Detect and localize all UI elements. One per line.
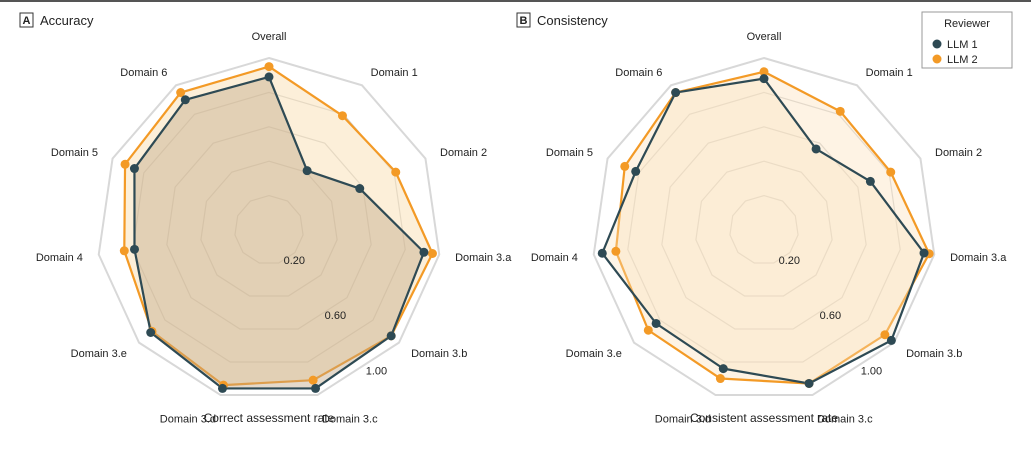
grid-ring-a-5 [97, 56, 441, 397]
point-b-llm2-8 [611, 246, 621, 256]
point-b-llm1-8 [597, 248, 607, 258]
point-a-llm1-5 [311, 383, 321, 393]
axis-label-b-4: Domain 3.b [906, 348, 962, 360]
axis-label-a-8: Domain 4 [36, 252, 83, 264]
point-b-llm1-9 [631, 166, 641, 176]
axis-label-a-4: Domain 3.b [411, 348, 467, 360]
point-a-llm1-9 [129, 164, 139, 174]
radial-tick-b-0: 0.20 [779, 255, 800, 267]
point-b-llm1-5 [804, 378, 814, 388]
axis-label-b-8: Domain 4 [531, 252, 578, 264]
axis-label-b-2: Domain 2 [935, 147, 982, 159]
radial-tick-a-1: 0.60 [325, 310, 346, 322]
panel-b-title: Consistency [537, 13, 608, 28]
axis-label-a-0: Overall [252, 31, 287, 43]
series-area-a-llm1 [133, 75, 426, 390]
axis-label-b-7: Domain 3.e [566, 348, 622, 360]
axis-label-a-9: Domain 5 [51, 147, 98, 159]
point-a-llm1-7 [146, 327, 156, 337]
axis-label-b-1: Domain 1 [866, 67, 913, 79]
legend-label-llm2: LLM 2 [947, 54, 978, 66]
point-a-llm2-8 [119, 246, 129, 256]
legend-label-llm1: LLM 1 [947, 39, 978, 51]
legend-marker-llm2 [932, 54, 942, 64]
point-b-llm1-4 [886, 335, 896, 345]
point-b-llm1-0 [759, 74, 769, 84]
axis-label-b-10: Domain 6 [615, 67, 662, 79]
point-b-llm2-6 [715, 374, 725, 384]
point-b-llm2-0 [759, 67, 769, 77]
point-b-llm2-4 [880, 330, 890, 340]
panel-b-letter: B [520, 15, 528, 27]
point-b-llm1-2 [865, 176, 875, 186]
point-a-llm2-9 [120, 159, 130, 169]
point-b-llm1-10 [671, 88, 681, 98]
panel-a-letter-box [19, 12, 34, 28]
axis-label-a-3: Domain 3.a [455, 252, 512, 264]
panel-a-xlabel: Correct assessment rate [204, 411, 335, 425]
radar-plot-b: 0.20 0.60 1.00 Overall Domain 1 Domain 2 Domai… [531, 31, 1007, 425]
legend: Reviewer LLM 1 LLM 2 [921, 11, 1013, 69]
radial-tick-a-0: 0.20 [284, 255, 305, 267]
axis-label-b-6: Domain 3.d [655, 413, 711, 425]
point-b-llm1-6 [718, 364, 728, 374]
point-a-llm1-3 [419, 247, 429, 257]
point-a-llm1-6 [217, 383, 227, 393]
point-b-llm2-9 [620, 161, 630, 171]
grid-ring-b-2 [695, 160, 833, 297]
radar-plot-a: 0.20 0.60 1.00 Overall Domain 1 Domain 2 Domai… [36, 31, 512, 425]
point-b-llm2-1 [835, 106, 845, 116]
point-b-llm1-7 [651, 318, 661, 328]
grid-ring-b-4 [627, 91, 901, 363]
panel-b-letter-box [516, 12, 531, 28]
panel-a-letter: A [23, 15, 31, 27]
series-area-b-llm1 [601, 77, 926, 385]
axis-label-b-3: Domain 3.a [950, 252, 1007, 264]
point-a-llm2-1 [337, 111, 347, 121]
point-a-llm1-8 [130, 244, 140, 254]
panel-consistency: B Consistency 0.20 0.60 1.00 Overall Domain … [516, 12, 1007, 425]
point-a-llm2-3 [427, 248, 437, 258]
axis-label-a-7: Domain 3.e [71, 348, 127, 360]
axis-label-a-2: Domain 2 [440, 147, 487, 159]
point-a-llm2-2 [391, 167, 401, 177]
axis-label-b-0: Overall [747, 31, 782, 43]
panel-b-xlabel: Consistent assessment rate [690, 411, 838, 425]
axis-label-a-5: Domain 3.c [322, 413, 378, 425]
point-a-llm1-1 [302, 166, 312, 176]
point-a-llm1-10 [180, 95, 190, 105]
point-a-llm2-10 [176, 88, 186, 98]
series-area-a-llm2 [123, 65, 434, 387]
radial-tick-a-2: 1.00 [366, 365, 387, 377]
series-area-b-llm2 [614, 70, 931, 385]
axis-label-a-6: Domain 3.d [160, 413, 216, 425]
panel-a-title: Accuracy [40, 13, 94, 28]
panel-accuracy: A Accuracy 0.20 0.60 1.00 Overall Domain 1 Do… [19, 12, 512, 425]
grid-ring-b-3 [661, 126, 867, 330]
axis-label-a-10: Domain 6 [120, 67, 167, 79]
point-a-llm2-5 [308, 375, 318, 385]
axis-label-b-9: Domain 5 [546, 147, 593, 159]
point-a-llm1-4 [386, 331, 396, 341]
point-a-llm2-0 [264, 62, 274, 72]
legend-title: Reviewer [944, 18, 990, 30]
point-a-llm1-2 [355, 184, 365, 194]
grid-ring-b-1 [729, 194, 799, 264]
grid-ring-b-5 [592, 56, 936, 397]
point-b-llm2-2 [886, 167, 896, 177]
axis-label-b-5: Domain 3.c [817, 413, 873, 425]
point-a-llm1-0 [264, 72, 274, 82]
legend-marker-llm1 [932, 39, 942, 49]
radial-tick-b-2: 1.00 [861, 365, 882, 377]
point-b-llm1-3 [919, 248, 929, 258]
point-b-llm1-1 [811, 144, 821, 154]
radial-tick-b-1: 0.60 [820, 310, 841, 322]
point-b-llm2-7 [643, 325, 653, 335]
axis-label-a-1: Domain 1 [371, 67, 418, 79]
top-rule [0, 0, 1031, 2]
